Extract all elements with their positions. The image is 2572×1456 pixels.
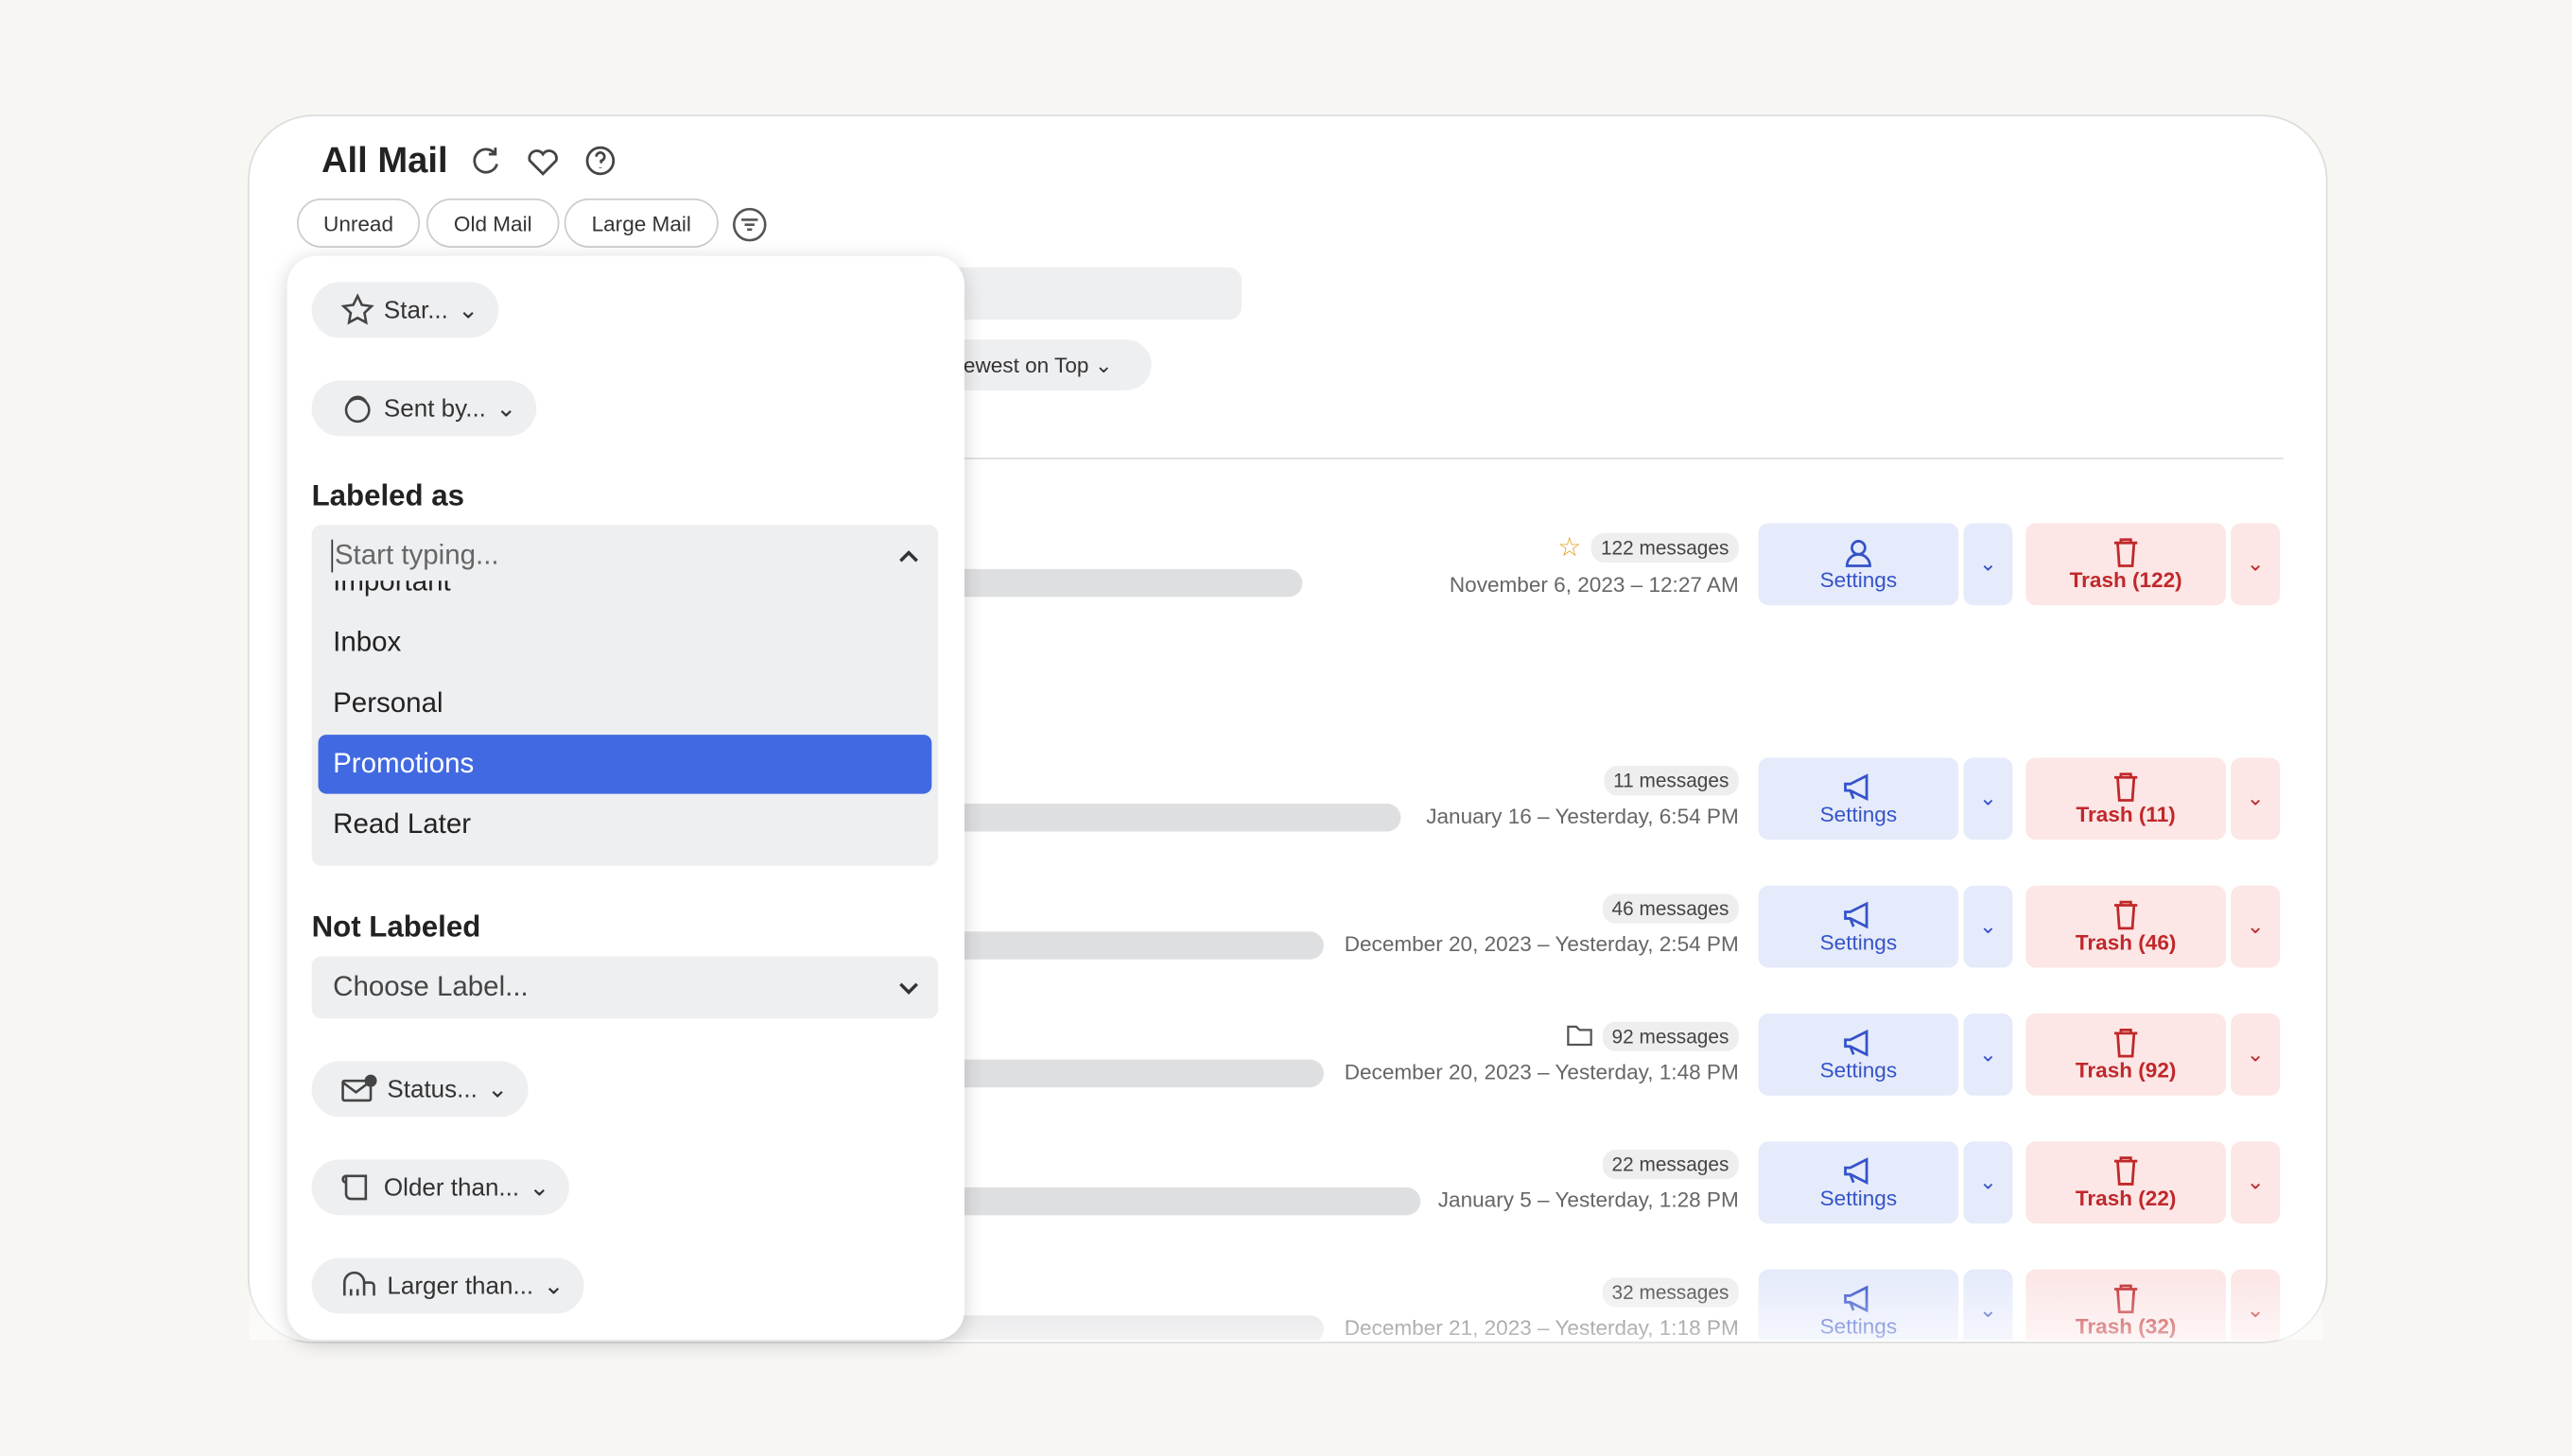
filter-chip[interactable]: Large Mail (564, 198, 719, 248)
trash-label: Trash (22) (2075, 1186, 2177, 1211)
meta-top: 22 messages (1438, 1150, 1739, 1180)
label-options: Important Inbox Personal Promotions Read Lat… (312, 581, 939, 866)
settings-label: Settings (1819, 566, 1898, 592)
label-option[interactable]: Read Later (333, 808, 472, 841)
settings-button[interactable]: Settings (1758, 885, 1959, 968)
settings-menu[interactable]: ⌄ (1963, 1141, 2013, 1224)
sort-label: Newest on Top (947, 352, 1089, 377)
trash-label: Trash (46) (2075, 929, 2177, 955)
page-title: All Mail (321, 139, 448, 181)
date-range: January 5 – Yesterday, 1:28 PM (1437, 1187, 1739, 1212)
message-meta: 22 messages January 5 – Yesterday, 1:28 P… (1438, 1150, 1739, 1212)
header-icons (473, 146, 616, 176)
folder-icon (1566, 1023, 1592, 1050)
trash-button[interactable]: Trash (92) (2025, 1014, 2226, 1096)
subject-bar (918, 931, 1324, 960)
older-than-filter[interactable]: Older than... ⌄ (311, 1159, 570, 1216)
message-count: 11 messages (1603, 766, 1739, 796)
status-label: Status... (387, 1075, 478, 1103)
meta-top: 46 messages (1345, 893, 1739, 924)
settings-menu[interactable]: ⌄ (1963, 523, 2013, 606)
meta-top: 11 messages (1426, 766, 1739, 796)
label-dropdown: Start typing... Important Inbox Personal Pr… (311, 525, 939, 866)
subject-bar (918, 568, 1303, 598)
choose-label-select[interactable]: Choose Label... (311, 956, 939, 1019)
trash-button[interactable]: Trash (11) (2025, 757, 2226, 841)
message-meta: ☆ 122 messages November 6, 2023 – 12:27 AM (1450, 531, 1739, 597)
label-option-selected[interactable]: Promotions (318, 735, 932, 794)
sent-by-label: Sent by... (383, 394, 486, 423)
older-than-label: Older than... (383, 1173, 520, 1202)
trash-label: Trash (122) (2069, 567, 2182, 593)
settings-menu[interactable]: ⌄ (1963, 757, 2013, 841)
collapse-icon[interactable] (897, 545, 920, 567)
trash-menu[interactable]: ⌄ (2231, 885, 2281, 968)
date-range: January 16 – Yesterday, 6:54 PM (1426, 803, 1739, 829)
subject-bar (918, 803, 1401, 832)
filter-chip[interactable]: Old Mail (426, 198, 560, 248)
trash-button[interactable]: Trash (122) (2025, 523, 2226, 606)
date-range: December 20, 2023 – Yesterday, 1:48 PM (1344, 1059, 1739, 1084)
star-label: Star... (383, 296, 448, 324)
settings-label: Settings (1819, 801, 1898, 826)
message-count: 22 messages (1602, 1150, 1739, 1180)
trash-menu[interactable]: ⌄ (2231, 757, 2281, 841)
label-option[interactable]: Inbox (333, 626, 402, 658)
trash-button[interactable]: Trash (46) (2025, 885, 2226, 968)
settings-menu[interactable]: ⌄ (1963, 885, 2013, 968)
search-field[interactable] (918, 267, 1243, 321)
settings-button[interactable]: Settings (1758, 757, 1959, 841)
trash-menu[interactable]: ⌄ (2231, 1141, 2281, 1224)
status-filter[interactable]: Status... ⌄ (311, 1061, 528, 1118)
meta-top: ☆ 122 messages (1450, 531, 1739, 564)
message-meta: 92 messages December 20, 2023 – Yesterday… (1344, 1021, 1739, 1084)
subject-bar (918, 1059, 1324, 1088)
settings-button[interactable]: Settings (1758, 523, 1959, 606)
filter-icon[interactable] (732, 207, 768, 243)
star-icon: ☆ (1557, 534, 1582, 563)
meta-top: 92 messages (1345, 1021, 1739, 1051)
trash-menu[interactable]: ⌄ (2231, 523, 2281, 606)
label-option[interactable]: Personal (333, 686, 443, 719)
subject-bar (918, 1187, 1421, 1216)
trash-label: Trash (92) (2075, 1057, 2177, 1083)
settings-label: Settings (1819, 1057, 1898, 1083)
message-meta: 46 messages December 20, 2023 – Yesterday… (1345, 893, 1739, 956)
label-option[interactable]: Important (333, 581, 451, 598)
larger-than-label: Larger than... (387, 1272, 534, 1300)
larger-than-filter[interactable]: Larger than... ⌄ (311, 1257, 584, 1314)
settings-button[interactable]: Settings (1758, 1141, 1959, 1224)
date-range: November 6, 2023 – 12:27 AM (1449, 572, 1739, 598)
trash-menu[interactable]: ⌄ (2231, 1014, 2281, 1096)
section-heading: Not Labeled (311, 910, 481, 944)
label-input[interactable]: Start typing... (331, 539, 499, 573)
settings-menu[interactable]: ⌄ (1963, 1014, 2013, 1096)
trash-label: Trash (11) (2076, 802, 2176, 827)
sent-by-filter[interactable]: Sent by... ⌄ (311, 380, 536, 437)
trash-button[interactable]: Trash (22) (2025, 1141, 2226, 1224)
star-filter[interactable]: Star... ⌄ (311, 282, 498, 338)
filter-chip[interactable]: Unread (296, 198, 421, 248)
divider (918, 457, 2284, 459)
choose-label-text: Choose Label... (333, 970, 529, 1002)
section-heading: Labeled as (311, 478, 464, 512)
message-meta: 11 messages January 16 – Yesterday, 6:54 … (1426, 766, 1739, 828)
message-count: 92 messages (1602, 1021, 1739, 1051)
message-count: 122 messages (1590, 532, 1739, 563)
date-range: December 20, 2023 – Yesterday, 2:54 PM (1344, 931, 1739, 957)
settings-button[interactable]: Settings (1758, 1014, 1959, 1096)
settings-label: Settings (1819, 1185, 1898, 1210)
settings-label: Settings (1819, 928, 1898, 954)
mail-rows: ☆ 122 messages November 6, 2023 – 12:27 AM… (249, 523, 2323, 1341)
message-count: 46 messages (1602, 893, 1739, 924)
